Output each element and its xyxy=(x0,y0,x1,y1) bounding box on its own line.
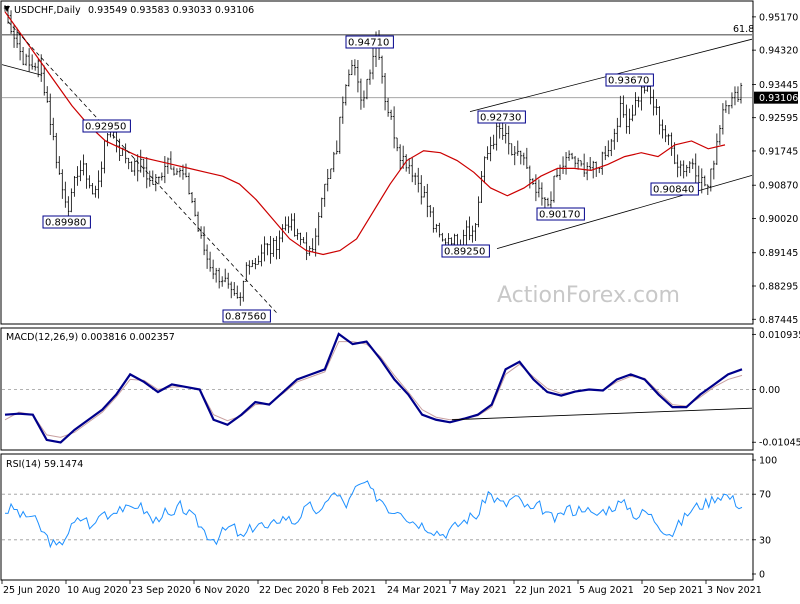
rsi-panel-frame xyxy=(0,453,754,581)
price-layer: 61.8 0.92950 0.89980 0.87560 0.94710 0.92730 0… xyxy=(1,4,754,323)
swing-label-box xyxy=(650,182,699,196)
macd-trendline xyxy=(451,407,753,421)
ohlc-values: 0.93549 0.93583 0.93033 0.93106 xyxy=(88,5,254,16)
swing-label-text: 0.92950 xyxy=(85,122,126,133)
date-tick-label: 25 Jun 2020 xyxy=(3,585,60,596)
swing-label: 0.92730 xyxy=(477,110,526,124)
swing-label-text: 0.90170 xyxy=(539,210,580,221)
current-price-badge xyxy=(754,91,798,104)
date-tick-label: 7 May 2021 xyxy=(451,585,507,596)
date-tick-label: 23 Sep 2020 xyxy=(131,585,191,596)
swing-label-box xyxy=(536,207,585,221)
swing-label-box xyxy=(441,244,490,258)
short-resistance-line xyxy=(1,64,43,76)
price-tick-label: 0.90020 xyxy=(759,214,798,225)
swing-label-box xyxy=(42,215,91,229)
fib-label: 61.8 xyxy=(733,24,754,35)
rsi-title: RSI(14) 59.1474 xyxy=(6,459,83,470)
price-tick-label: 0.90870 xyxy=(759,181,798,192)
swing-label: 0.90170 xyxy=(536,207,585,221)
swing-label-box xyxy=(82,119,131,133)
date-tick-label: 6 Nov 2020 xyxy=(195,585,250,596)
swing-label-text: 0.89250 xyxy=(444,247,485,258)
swing-label: 0.89250 xyxy=(441,244,490,258)
swing-label: 0.87560 xyxy=(222,309,271,323)
menu-triangle-icon[interactable] xyxy=(4,6,10,12)
swing-label-text: 0.93670 xyxy=(608,76,649,87)
date-tick-label: 22 Dec 2020 xyxy=(259,585,320,596)
swing-label-box xyxy=(477,110,526,124)
macd-tick-label: 0.00 xyxy=(759,385,780,396)
price-tick-label: 0.94320 xyxy=(759,46,798,57)
rsi-tick-label: 70 xyxy=(759,490,771,501)
swing-label-text: 0.94710 xyxy=(348,38,389,49)
swing-label-text: 0.90840 xyxy=(653,185,694,196)
macd-tick-label: -0.010459 xyxy=(759,438,800,449)
price-tick-label: 0.87445 xyxy=(759,315,798,326)
rsi-line xyxy=(4,480,743,549)
swing-label: 0.90840 xyxy=(650,182,699,196)
price-tick-label: 0.93445 xyxy=(759,80,798,91)
swing-label-text: 0.87560 xyxy=(225,312,266,323)
price-tick-label: 0.88295 xyxy=(759,282,798,293)
price-tick-label: 0.89145 xyxy=(759,248,798,259)
date-tick-label: 20 Sep 2021 xyxy=(643,585,703,596)
swing-label-box xyxy=(605,73,654,87)
macd-panel-frame xyxy=(0,327,754,451)
macd-line xyxy=(4,332,743,444)
rsi-tick-label: 100 xyxy=(759,456,777,467)
symbol-label: USDCHF,Daily xyxy=(14,5,81,16)
swing-label-text: 0.92730 xyxy=(480,113,521,124)
macd-title: MACD(12,26,9) 0.003816 0.002357 xyxy=(6,332,175,343)
date-tick-label: 5 Aug 2021 xyxy=(579,585,634,596)
rsi-tick-label: 30 xyxy=(759,535,771,546)
swing-label: 0.92950 xyxy=(82,119,131,133)
swing-label: 0.89980 xyxy=(42,215,91,229)
date-tick-label: 3 Nov 2021 xyxy=(707,585,762,596)
channel-lower-line xyxy=(496,175,753,250)
rsi-layer xyxy=(2,480,752,549)
moving-average-line xyxy=(4,11,726,256)
price-tick-label: 0.95170 xyxy=(759,12,798,23)
watermark: ActionForex.com xyxy=(497,283,680,308)
macd-layer xyxy=(2,332,753,444)
price-panel-frame xyxy=(0,0,754,325)
swing-label: 0.94710 xyxy=(345,35,394,49)
swing-label-box xyxy=(222,309,271,323)
dashed-trendline xyxy=(7,21,278,314)
date-tick-label: 10 Aug 2020 xyxy=(67,585,128,596)
macd-tick-label: 0.010935 xyxy=(759,330,800,341)
date-tick-label: 8 Feb 2021 xyxy=(323,585,376,596)
price-tick-label: 0.91745 xyxy=(759,146,798,157)
date-tick-label: 24 Mar 2021 xyxy=(387,585,447,596)
price-tick-label: 0.92595 xyxy=(759,113,798,124)
axis-layer: 0.95170 0.94320 0.93445 0.92595 0.91745 0.908… xyxy=(1,12,800,596)
rsi-tick-label: 0 xyxy=(759,570,765,581)
swing-label-text: 0.89980 xyxy=(45,218,86,229)
current-price-text: 0.93106 xyxy=(759,93,798,104)
swing-label: 0.93670 xyxy=(605,73,654,87)
swing-label-box xyxy=(345,35,394,49)
date-tick-label: 22 Jun 2021 xyxy=(515,585,572,596)
